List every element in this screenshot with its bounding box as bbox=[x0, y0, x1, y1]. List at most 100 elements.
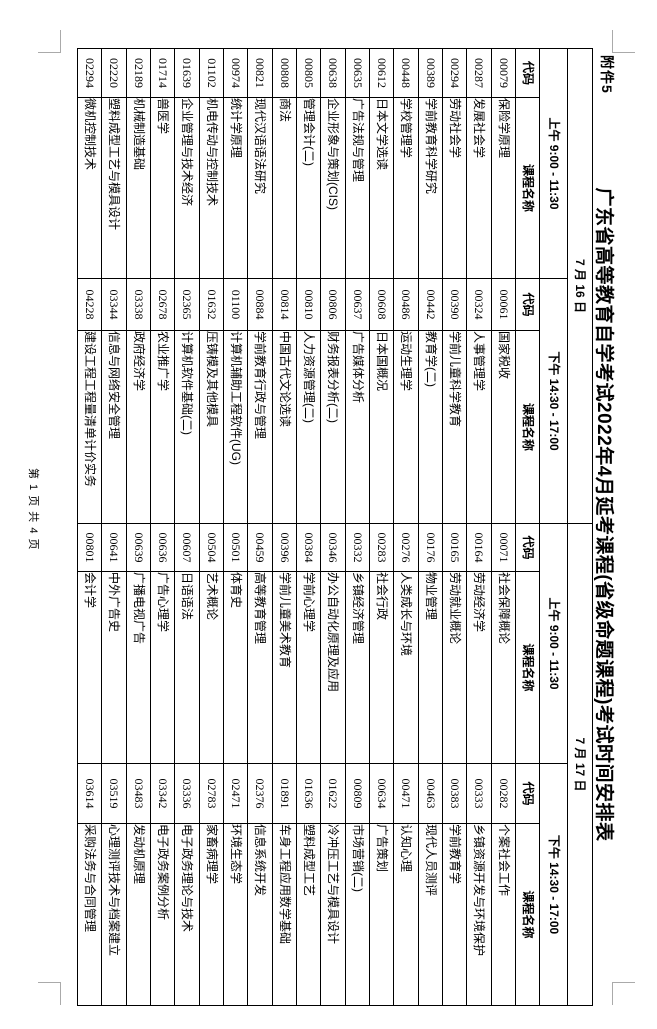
course-code-cell: 00805 bbox=[296, 48, 321, 98]
course-code-cell: 00471 bbox=[393, 763, 419, 824]
course-name-cell: 保险学原理 bbox=[491, 97, 516, 279]
course-code-cell: 00333 bbox=[466, 763, 492, 824]
course-name-cell: 统计学原理 bbox=[223, 97, 248, 279]
course-code-cell: 03342 bbox=[150, 763, 175, 824]
course-row: 00079 保险学原理 00061 国家税收 00071 社会保障概论 00282 个案社会工… bbox=[491, 48, 516, 1006]
course-name-cell: 日语语法 bbox=[174, 571, 200, 764]
course-code-cell: 00607 bbox=[174, 523, 200, 572]
course-name-cell: 劳动就业概论 bbox=[442, 571, 467, 764]
course-row: 00294 劳动社会学 00390 学前儿童科学教育 00165 劳动就业概论 00383 学… bbox=[442, 48, 467, 1006]
course-code-cell: 02471 bbox=[223, 763, 248, 824]
course-name-cell: 冷冲压工艺与模具设计 bbox=[320, 823, 346, 1006]
course-code-cell: 00641 bbox=[101, 523, 127, 572]
course-code-cell: 00637 bbox=[345, 278, 370, 331]
page-title: 广东省高等教育自学考试2022年4月延考课程(省级命题课程)考试时间安排表 bbox=[593, 187, 614, 842]
course-code-cell: 00814 bbox=[272, 278, 297, 331]
name-header-cell: 课程名称 bbox=[515, 823, 540, 1006]
course-name-cell: 认知心理 bbox=[393, 823, 419, 1006]
page-footer: 第 1 页 共 4 页 bbox=[27, 468, 39, 551]
course-name-cell: 中外广告史 bbox=[101, 571, 127, 764]
course-code-cell: 00164 bbox=[466, 523, 492, 572]
course-code-cell: 00806 bbox=[320, 278, 346, 331]
course-name-cell: 市场营销(二) bbox=[345, 823, 370, 1006]
course-code-cell: 03344 bbox=[101, 278, 127, 331]
subheader-row: 代码 课程名称 代码 课程名称 代码 课程名称 代码 课程名称 bbox=[515, 48, 540, 1006]
course-code-cell: 01891 bbox=[272, 763, 297, 824]
course-name-cell: 广告法规与管理 bbox=[345, 97, 370, 279]
course-row: 01102 机电传动与控制技术 01632 压铸模及其他模具 00504 艺术概论 0278… bbox=[199, 48, 224, 1006]
code-header-cell: 代码 bbox=[515, 278, 540, 331]
course-name-cell: 学校管理学 bbox=[393, 97, 419, 279]
course-code-cell: 00448 bbox=[393, 48, 419, 98]
course-name-cell: 管理会计(二) bbox=[296, 97, 321, 279]
course-name-cell: 劳动社会学 bbox=[442, 97, 467, 279]
margin-mark-bottom-left bbox=[38, 30, 61, 53]
course-name-cell: 采购法务与合同管理 bbox=[77, 823, 102, 1006]
course-name-cell: 政府经济学 bbox=[126, 330, 151, 524]
course-name-cell: 心理测评技术与档案建立 bbox=[101, 823, 127, 1006]
course-name-cell: 学前教育行政与管理 bbox=[247, 330, 273, 524]
course-code-cell: 00287 bbox=[466, 48, 492, 98]
course-code-cell: 01632 bbox=[199, 278, 224, 331]
course-name-cell: 会计学 bbox=[77, 571, 102, 764]
date-header-row: 7 月 16 日 7 月 17 日 bbox=[567, 48, 593, 1006]
course-name-cell: 社会保障概论 bbox=[491, 571, 516, 764]
course-code-cell: 02294 bbox=[77, 48, 102, 98]
course-code-cell: 03336 bbox=[174, 763, 200, 824]
course-name-cell: 学前教育学 bbox=[442, 823, 467, 1006]
course-name-cell: 日本国概况 bbox=[369, 330, 394, 524]
course-code-cell: 00079 bbox=[491, 48, 516, 98]
course-name-cell: 微机控制技术 bbox=[77, 97, 102, 279]
course-code-cell: 00810 bbox=[296, 278, 321, 331]
course-code-cell: 00636 bbox=[150, 523, 175, 572]
course-code-cell: 00176 bbox=[418, 523, 443, 572]
course-code-cell: 00459 bbox=[247, 523, 273, 572]
name-header-cell: 课程名称 bbox=[515, 571, 540, 764]
course-code-cell: 00635 bbox=[345, 48, 370, 98]
course-code-cell: 03519 bbox=[101, 763, 127, 824]
course-row: 00635 广告法规与管理 00637 广告媒体分析 00332 乡镇经济管理 00809 市… bbox=[345, 48, 370, 1006]
course-code-cell: 00612 bbox=[369, 48, 394, 98]
course-code-cell: 00276 bbox=[393, 523, 419, 572]
course-name-cell: 人事管理学 bbox=[466, 330, 492, 524]
course-name-cell: 物业管理 bbox=[418, 571, 443, 764]
time-header-cell: 下午 14:30 - 17:00 bbox=[539, 763, 568, 1006]
course-name-cell: 塑料成型工艺与模具设计 bbox=[101, 97, 127, 279]
course-code-cell: 03483 bbox=[126, 763, 151, 824]
course-code-cell: 00071 bbox=[491, 523, 516, 572]
course-name-cell: 信息与网络安全管理 bbox=[101, 330, 127, 524]
code-header-cell: 代码 bbox=[515, 763, 540, 824]
time-header-cell: 上午 9:00 - 11:30 bbox=[539, 523, 568, 764]
course-code-cell: 02220 bbox=[101, 48, 127, 98]
code-header-cell: 代码 bbox=[515, 48, 540, 98]
course-code-cell: 00165 bbox=[442, 523, 467, 572]
course-name-cell: 环境生态学 bbox=[223, 823, 248, 1006]
course-name-cell: 人类成长与环境 bbox=[393, 571, 419, 764]
course-name-cell: 高等教育管理 bbox=[247, 571, 273, 764]
course-name-cell: 乡镇经济管理 bbox=[345, 571, 370, 764]
course-name-cell: 学前教育科学研究 bbox=[418, 97, 443, 279]
course-row: 00808 商法 00814 中国古代文论选读 00396 学前儿童美术教育 01891 车身… bbox=[272, 48, 297, 1006]
course-row: 00612 日本文学选读 00608 日本国概况 00283 社会行政 00634 广告策划 bbox=[369, 48, 394, 1006]
course-name-cell: 日本文学选读 bbox=[369, 97, 394, 279]
course-name-cell: 学前儿童科学教育 bbox=[442, 330, 467, 524]
course-code-cell: 00389 bbox=[418, 48, 443, 98]
course-name-cell: 现代汉语语法研究 bbox=[247, 97, 273, 279]
course-code-cell: 00332 bbox=[345, 523, 370, 572]
course-name-cell: 压铸模及其他模具 bbox=[199, 330, 224, 524]
course-name-cell: 家畜病理学 bbox=[199, 823, 224, 1006]
course-name-cell: 办公自动化原理及应用 bbox=[320, 571, 346, 764]
course-name-cell: 塑料成型工艺 bbox=[296, 823, 321, 1006]
course-name-cell: 广告心理学 bbox=[150, 571, 175, 764]
course-name-cell: 电子政务案例分析 bbox=[150, 823, 175, 1006]
course-name-cell: 建设工程工程量清单计价实务 bbox=[77, 330, 102, 524]
course-name-cell: 艺术概论 bbox=[199, 571, 224, 764]
course-name-cell: 机电传动与控制技术 bbox=[199, 97, 224, 279]
date-header-cell: 7 月 17 日 bbox=[567, 523, 593, 1006]
time-header-cell: 下午 14:30 - 17:00 bbox=[539, 278, 568, 524]
course-code-cell: 00821 bbox=[247, 48, 273, 98]
course-code-cell: 00282 bbox=[491, 763, 516, 824]
course-code-cell: 00061 bbox=[491, 278, 516, 331]
course-code-cell: 00486 bbox=[393, 278, 419, 331]
course-name-cell: 体育史 bbox=[223, 571, 248, 764]
